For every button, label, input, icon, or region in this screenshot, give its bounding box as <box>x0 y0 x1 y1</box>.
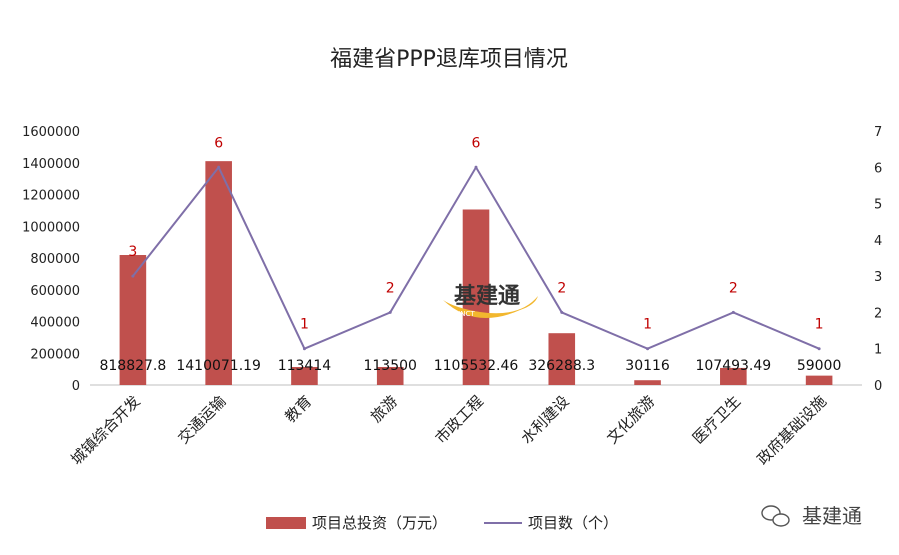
category-label: 市政工程 <box>432 392 487 447</box>
bar <box>376 366 404 385</box>
line-point <box>474 165 478 169</box>
category-label: 水利建设 <box>517 392 572 447</box>
line-value-label: 3 <box>128 244 137 260</box>
bar-value-label: 326288.3 <box>528 358 595 374</box>
bar-value-label: 1105532.46 <box>434 358 519 374</box>
line-point <box>646 347 650 351</box>
wechat-icon <box>761 505 790 527</box>
left-axis-tick-label: 400000 <box>30 316 80 331</box>
line-value-label: 6 <box>214 135 223 151</box>
right-axis-tick-label: 0 <box>874 379 882 394</box>
left-axis-tick-label: 1000000 <box>22 220 80 235</box>
bar <box>548 333 576 385</box>
watermark-logo-subtext: CINCT <box>453 310 475 318</box>
line-value-label: 1 <box>643 317 652 333</box>
watermark-swoosh <box>443 296 538 318</box>
bar <box>720 367 747 385</box>
watermark-logo-text: 基建通 <box>454 284 520 309</box>
right-axis-tick-label: 5 <box>874 198 882 213</box>
bar-value-label: 113414 <box>278 358 332 374</box>
line-point <box>131 274 135 278</box>
line-point <box>731 310 735 314</box>
bar-value-label: 113500 <box>363 358 416 374</box>
line-point <box>388 310 392 314</box>
bar <box>291 366 318 385</box>
footer-brand: 基建通 <box>761 504 862 528</box>
bar-value-label: 818827.8 <box>99 358 166 374</box>
left-axis-tick-label: 1600000 <box>22 125 80 140</box>
left-axis-tick-label: 600000 <box>30 284 80 299</box>
bar-value-labels: 818827.8 1410071.19 113414 113500 1105532.46… <box>99 358 841 374</box>
line-point <box>817 347 821 351</box>
bar-value-label: 1410071.19 <box>176 358 261 374</box>
bar-series <box>119 161 833 385</box>
bar <box>462 209 490 385</box>
line-point <box>302 347 306 351</box>
line-value-label: 6 <box>472 135 481 151</box>
chart-title: 福建省PPP退库项目情况 <box>330 47 568 72</box>
right-axis-tick-label: 3 <box>874 270 882 285</box>
right-axis-tick-label: 2 <box>874 306 882 321</box>
right-axis-ticks: 0 1 2 3 4 5 6 7 <box>874 125 882 394</box>
line-value-label: 2 <box>386 280 395 296</box>
legend-swatch-bar <box>266 517 306 529</box>
left-axis-tick-label: 0 <box>72 379 80 394</box>
category-label: 旅游 <box>367 392 401 426</box>
category-label: 城镇综合开发 <box>67 392 143 468</box>
right-axis-tick-label: 6 <box>874 161 882 176</box>
line-value-labels: 3 6 1 2 6 2 1 2 1 <box>128 135 823 332</box>
bar-value-label: 107493.49 <box>695 358 771 374</box>
bar <box>805 375 833 385</box>
line-point <box>560 310 564 314</box>
legend-label-line: 项目数（个） <box>528 514 618 532</box>
line-value-label: 1 <box>815 317 824 333</box>
left-axis-tick-label: 200000 <box>30 347 80 362</box>
line-value-label: 1 <box>300 317 309 333</box>
category-label: 文化旅游 <box>603 392 658 447</box>
footer-brand-text: 基建通 <box>802 504 862 528</box>
legend-label-bar: 项目总投资（万元） <box>312 514 447 532</box>
right-axis-tick-label: 4 <box>874 234 882 249</box>
category-label: 医疗卫生 <box>689 392 744 447</box>
category-labels: 城镇综合开发 交通运输 教育 旅游 市政工程 水利建设 文化旅游 医疗卫生 政府基础设施 <box>67 392 830 468</box>
left-axis-tick-label: 1400000 <box>22 157 80 172</box>
bar <box>205 161 232 385</box>
right-axis-tick-label: 7 <box>874 125 882 140</box>
left-axis-tick-label: 1200000 <box>22 189 80 204</box>
category-label: 教育 <box>281 392 315 426</box>
left-axis-tick-label: 800000 <box>30 252 80 267</box>
watermark-logo: 基建通 CINCT <box>443 284 538 318</box>
line-series <box>131 165 821 351</box>
left-axis-ticks: 0 200000 400000 600000 800000 1000000 1200000 1… <box>22 125 80 394</box>
category-label: 交通运输 <box>174 392 229 447</box>
bar-value-label: 30116 <box>625 358 670 374</box>
bar-value-label: 59000 <box>797 358 842 374</box>
line-value-label: 2 <box>557 280 566 296</box>
line-point <box>217 165 221 169</box>
legend: 项目总投资（万元） 项目数（个） <box>266 514 618 532</box>
bar <box>634 380 661 385</box>
right-axis-tick-label: 1 <box>874 343 882 358</box>
line-value-label: 2 <box>729 280 738 296</box>
category-label: 政府基础设施 <box>754 392 830 468</box>
